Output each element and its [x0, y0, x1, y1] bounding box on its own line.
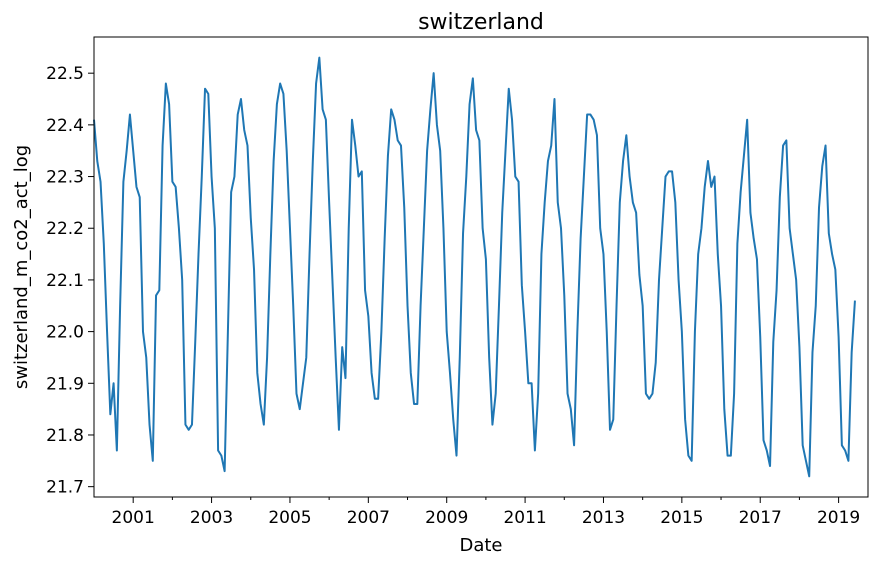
y-tick-label: 22.2 [46, 219, 84, 239]
chart-title: switzerland [418, 10, 544, 35]
x-tick-label: 2015 [660, 508, 703, 528]
y-axis: 21.7 21.8 21.9 22.0 22.1 22.2 22.3 22.4 22.5 [46, 64, 94, 498]
series-line [93, 56, 856, 478]
y-tick-label: 22.3 [46, 168, 84, 188]
x-tick-label: 2011 [503, 508, 546, 528]
x-tick-label: 2005 [268, 508, 311, 528]
x-tick-label: 2009 [425, 508, 468, 528]
y-tick-label: 22.4 [46, 116, 84, 136]
x-tick-label: 2019 [817, 508, 860, 528]
x-axis: 2001 2003 2005 2007 2009 2011 2013 2015 2017 2019 [112, 497, 860, 528]
y-tick-label: 22.0 [46, 323, 84, 343]
x-tick-label: 2017 [739, 508, 782, 528]
x-tick-label: 2003 [190, 508, 233, 528]
x-tick-label: 2007 [347, 508, 390, 528]
x-axis-label: Date [459, 535, 502, 556]
y-tick-label: 21.8 [46, 426, 84, 446]
x-tick-label: 2013 [582, 508, 625, 528]
y-axis-label: switzerland_m_co2_act_log [11, 145, 32, 389]
x-tick-label: 2001 [112, 508, 155, 528]
y-tick-label: 21.9 [46, 374, 84, 394]
y-tick-label: 22.1 [46, 271, 84, 291]
y-tick-label: 22.5 [46, 64, 84, 84]
y-tick-label: 21.7 [46, 478, 84, 498]
plot-area-frame [93, 36, 869, 498]
